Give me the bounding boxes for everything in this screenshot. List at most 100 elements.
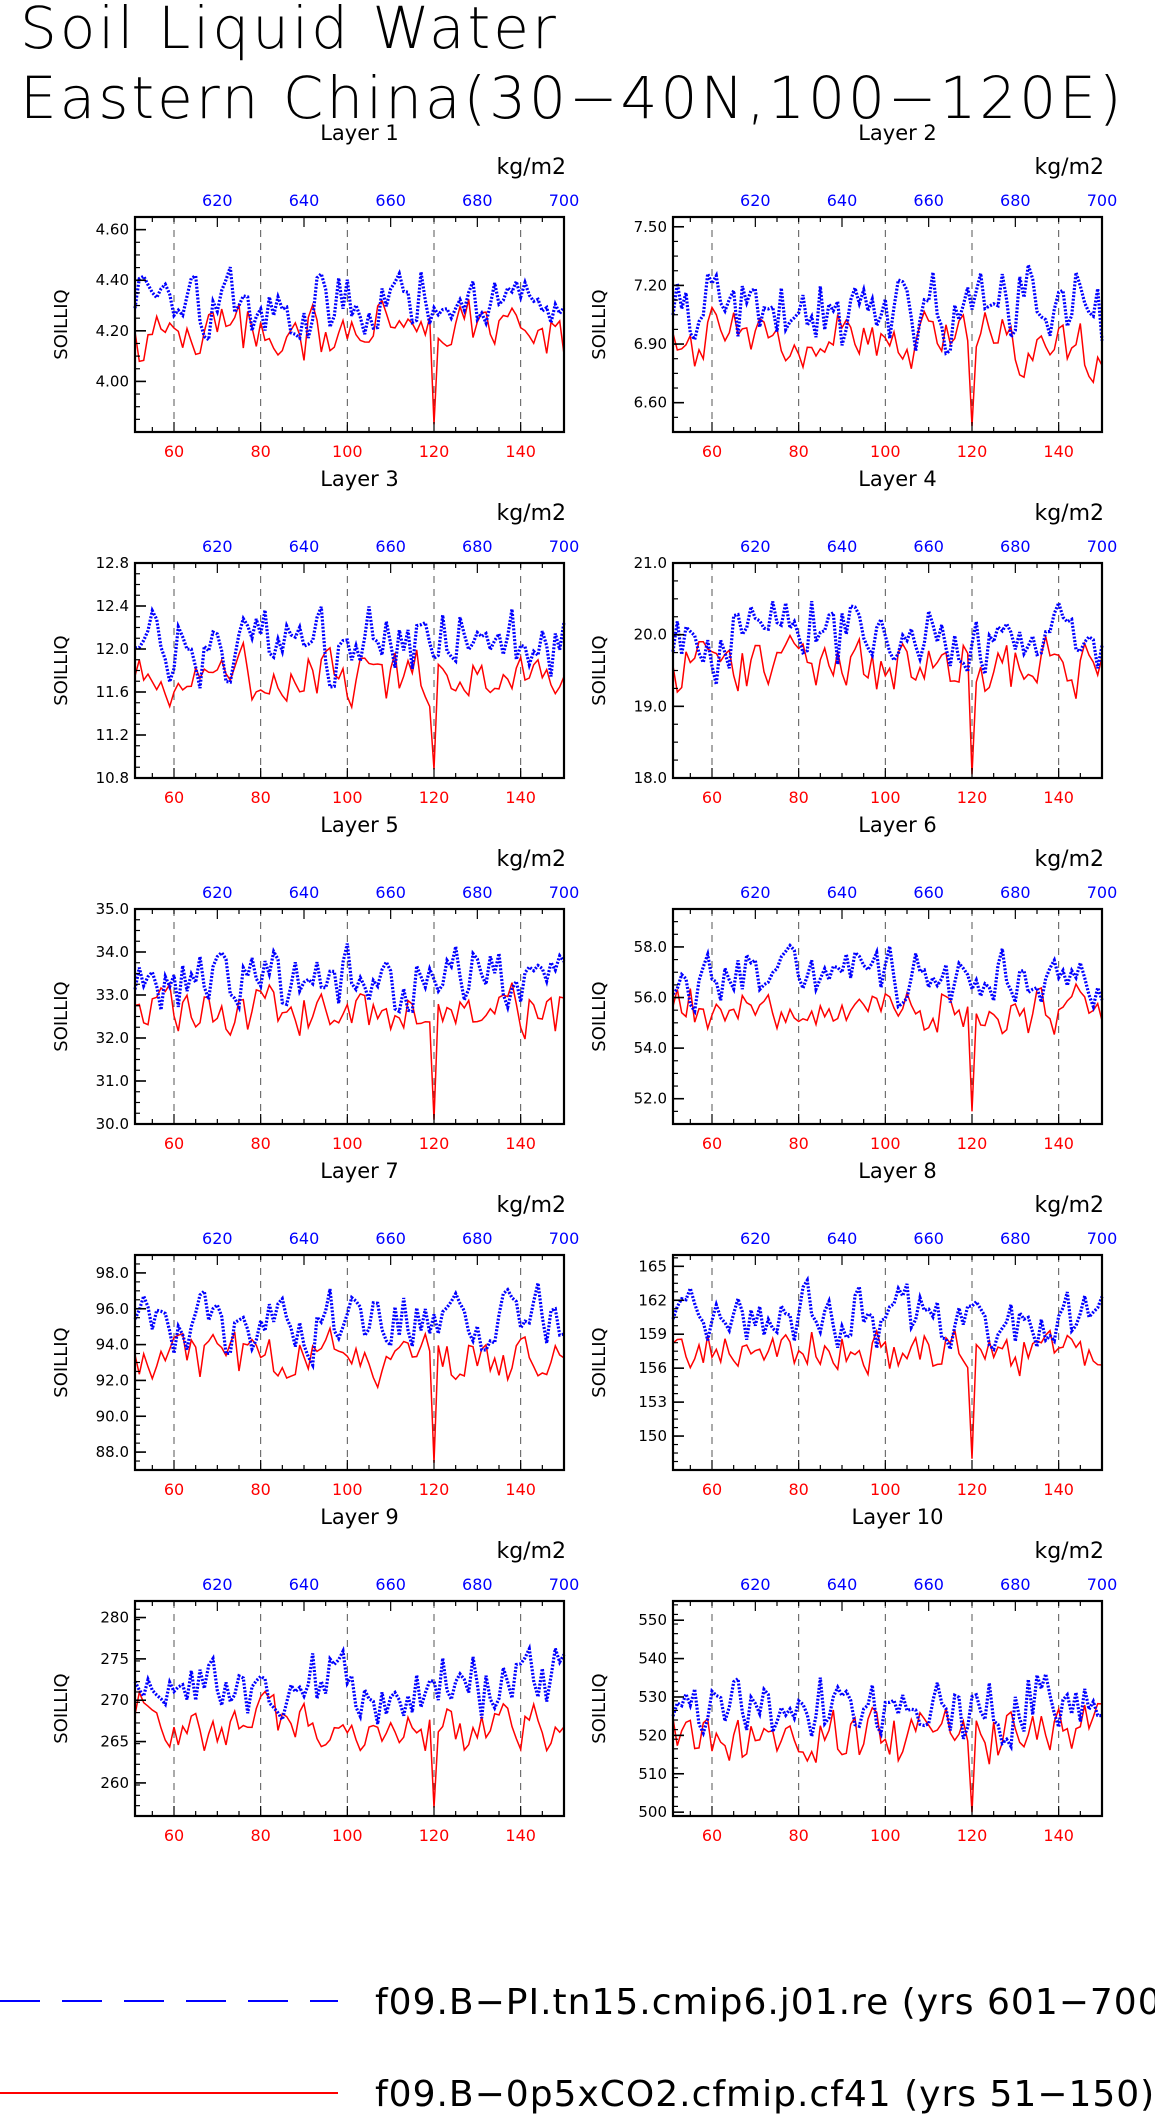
units-label: kg/m2 xyxy=(1034,847,1104,872)
x-bottom-tick-label: 60 xyxy=(702,1826,722,1845)
x-top-tick-label: 700 xyxy=(1087,883,1118,902)
x-bottom-tick-label: 140 xyxy=(505,788,536,807)
x-top-tick-label: 620 xyxy=(202,1229,233,1248)
chart-panel-layer-9: Layer 9 kg/m2 SOILLIQ 260 265 270 275 280 60 80 10… xyxy=(51,1505,579,1845)
panel-title: Layer 9 xyxy=(320,1505,399,1529)
units-label: kg/m2 xyxy=(1034,501,1104,526)
x-top-tick-label: 700 xyxy=(1087,1575,1118,1594)
legend-label-co2: f09.B−0p5xCO2.cfmip.cf41 (yrs 51−150) xyxy=(375,2074,1155,2115)
x-bottom-tick-label: 100 xyxy=(870,442,901,461)
x-bottom-tick-label: 100 xyxy=(332,1480,363,1499)
units-label: kg/m2 xyxy=(1034,1539,1104,1564)
plot-frame xyxy=(133,215,566,434)
x-bottom-tick-label: 100 xyxy=(870,788,901,807)
y-tick-label: 96.0 xyxy=(96,1300,129,1318)
x-top-tick-label: 640 xyxy=(289,537,320,556)
y-tick-label: 34.0 xyxy=(96,943,129,961)
x-top-tick-label: 680 xyxy=(1000,537,1031,556)
x-bottom-tick-label: 140 xyxy=(505,1480,536,1499)
series-line-pi xyxy=(671,598,1104,685)
x-top-tick-label: 620 xyxy=(202,1575,233,1594)
y-tick-label: 270 xyxy=(100,1691,129,1709)
series-line-co2 xyxy=(672,305,1103,427)
x-top-tick-label: 640 xyxy=(827,1575,858,1594)
panel-title: Layer 1 xyxy=(320,121,399,145)
x-bottom-tick-label: 120 xyxy=(419,1826,450,1845)
x-top-tick-label: 660 xyxy=(913,1575,944,1594)
x-top-tick-label: 640 xyxy=(827,191,858,210)
y-axis-label: SOILLIQ xyxy=(589,1327,610,1397)
x-bottom-tick-label: 80 xyxy=(250,442,270,461)
series-line-co2 xyxy=(672,633,1103,775)
series-line-pi xyxy=(671,942,1104,1016)
x-bottom-tick-label: 120 xyxy=(957,1134,988,1153)
y-axis-label: SOILLIQ xyxy=(51,1673,72,1743)
panel-title: Layer 6 xyxy=(858,813,937,837)
panel-title: Layer 7 xyxy=(320,1159,399,1183)
x-bottom-tick-label: 100 xyxy=(332,442,363,461)
panel-title: Layer 5 xyxy=(320,813,399,837)
x-top-tick-label: 620 xyxy=(740,537,771,556)
x-bottom-tick-label: 80 xyxy=(250,1134,270,1153)
series-line-pi xyxy=(134,605,566,689)
plot-frame xyxy=(133,1253,566,1472)
plot-frame xyxy=(133,1599,566,1818)
y-tick-label: 165 xyxy=(638,1257,667,1275)
y-tick-label: 21.0 xyxy=(634,554,667,572)
x-bottom-tick-label: 80 xyxy=(788,788,808,807)
y-tick-label: 520 xyxy=(638,1726,667,1744)
y-tick-label: 33.0 xyxy=(96,986,129,1004)
plot-frame xyxy=(671,1253,1104,1472)
x-top-tick-label: 700 xyxy=(549,883,580,902)
x-bottom-tick-label: 100 xyxy=(332,1134,363,1153)
y-tick-label: 92.0 xyxy=(96,1371,129,1389)
series-line-co2 xyxy=(134,981,565,1120)
x-top-tick-label: 700 xyxy=(1087,191,1118,210)
y-tick-label: 56.0 xyxy=(634,989,667,1007)
x-bottom-tick-label: 80 xyxy=(788,1826,808,1845)
series-line-pi xyxy=(671,264,1104,356)
plot-frame xyxy=(133,561,566,780)
panel-title: Layer 10 xyxy=(852,1505,944,1529)
y-axis-label: SOILLIQ xyxy=(589,289,610,359)
y-tick-label: 19.0 xyxy=(634,697,667,715)
chart-panel-layer-4: Layer 4 kg/m2 SOILLIQ 18.0 19.0 20.0 21.0 60 80 1… xyxy=(589,467,1117,807)
x-top-tick-label: 620 xyxy=(740,883,771,902)
x-top-tick-label: 680 xyxy=(462,883,493,902)
units-label: kg/m2 xyxy=(1034,1193,1104,1218)
series-line-co2 xyxy=(672,1328,1103,1459)
x-bottom-tick-label: 120 xyxy=(419,1480,450,1499)
y-tick-label: 98.0 xyxy=(96,1264,129,1282)
y-tick-label: 12.8 xyxy=(96,554,129,572)
x-top-tick-label: 640 xyxy=(827,1229,858,1248)
chart-panel-layer-8: Layer 8 kg/m2 SOILLIQ 150 153 156 159 162 165 60 8… xyxy=(589,1159,1117,1499)
x-bottom-tick-label: 120 xyxy=(419,788,450,807)
x-bottom-tick-label: 80 xyxy=(250,1826,270,1845)
x-top-tick-label: 700 xyxy=(549,537,580,556)
chart-panel-layer-2: Layer 2 kg/m2 SOILLIQ 6.60 6.90 7.20 7.50 60 80 1… xyxy=(589,121,1117,461)
panel-grid: Layer 1 kg/m2 SOILLIQ 4.00 4.20 4.40 4.60 60 80 1… xyxy=(51,121,1117,1845)
x-bottom-tick-label: 60 xyxy=(702,1480,722,1499)
y-tick-label: 156 xyxy=(638,1359,667,1377)
series-line-pi xyxy=(671,1673,1103,1752)
x-top-tick-label: 680 xyxy=(1000,883,1031,902)
x-bottom-tick-label: 120 xyxy=(957,1826,988,1845)
x-bottom-tick-label: 60 xyxy=(702,1134,722,1153)
x-top-tick-label: 660 xyxy=(913,537,944,556)
y-tick-label: 31.0 xyxy=(96,1072,129,1090)
y-axis-label: SOILLIQ xyxy=(51,981,72,1051)
chart-panel-layer-5: Layer 5 kg/m2 SOILLIQ 30.0 31.0 32.0 33.0 34.0 3… xyxy=(51,813,579,1153)
x-bottom-tick-label: 80 xyxy=(788,1480,808,1499)
y-tick-label: 540 xyxy=(638,1650,667,1668)
y-tick-label: 11.2 xyxy=(96,726,129,744)
x-top-tick-label: 660 xyxy=(375,883,406,902)
x-top-tick-label: 680 xyxy=(1000,1229,1031,1248)
panel-title: Layer 4 xyxy=(858,467,937,491)
x-bottom-tick-label: 140 xyxy=(1043,788,1074,807)
y-axis-label: SOILLIQ xyxy=(589,635,610,705)
x-top-tick-label: 640 xyxy=(289,883,320,902)
x-bottom-tick-label: 100 xyxy=(870,1134,901,1153)
y-tick-label: 500 xyxy=(638,1803,667,1821)
x-top-tick-label: 620 xyxy=(740,191,771,210)
y-tick-label: 12.4 xyxy=(96,597,129,615)
